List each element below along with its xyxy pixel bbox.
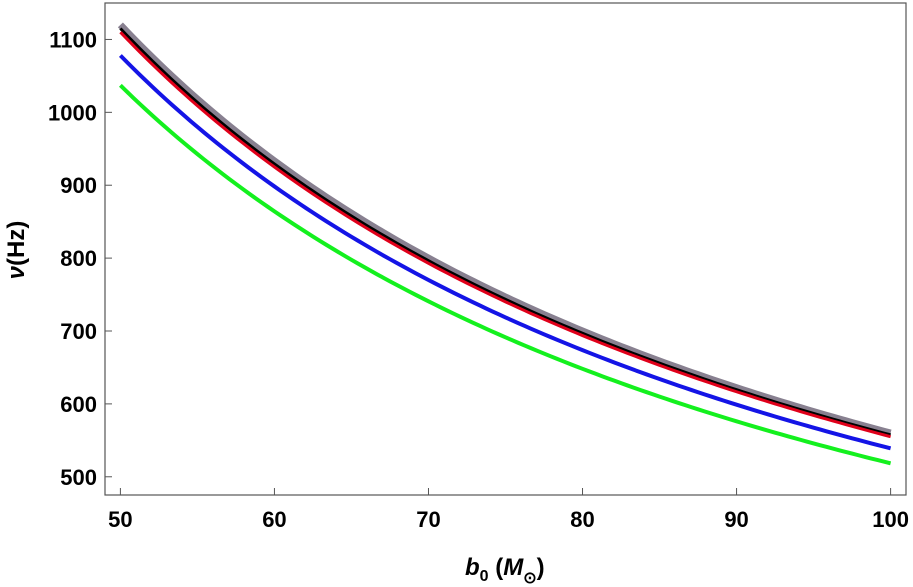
y-tick-label: 800 (60, 246, 97, 271)
x-tick-label: 60 (262, 507, 286, 532)
series-line-5 (119, 83, 892, 466)
y-ticks: 500 600 700 800 900 1000 1100 (48, 27, 112, 490)
y-tick-label: 500 (60, 465, 97, 490)
x-axis-title: b0 (M⊙) (465, 554, 545, 587)
x-tick-label: 90 (724, 507, 748, 532)
x-tick-label: 80 (570, 507, 594, 532)
y-tick-label: 1100 (49, 27, 97, 52)
plot-frame (104, 2, 907, 496)
series-line-1 (117, 22, 892, 437)
series-line-4 (118, 54, 892, 451)
x-tick-label: 50 (108, 507, 132, 532)
series-line-2 (119, 27, 891, 437)
y-axis-title: ν(Hz) (3, 221, 30, 280)
x-ticks: 50 60 70 80 90 100 (108, 488, 909, 532)
y-tick-label: 700 (60, 319, 97, 344)
series-layer (117, 22, 892, 466)
x-tick-label: 100 (872, 507, 909, 532)
y-tick-label: 600 (60, 392, 97, 417)
series-line-3 (119, 31, 891, 439)
x-tick-label: 70 (416, 507, 440, 532)
y-tick-label: 900 (60, 173, 97, 198)
y-tick-label: 1000 (48, 100, 97, 125)
